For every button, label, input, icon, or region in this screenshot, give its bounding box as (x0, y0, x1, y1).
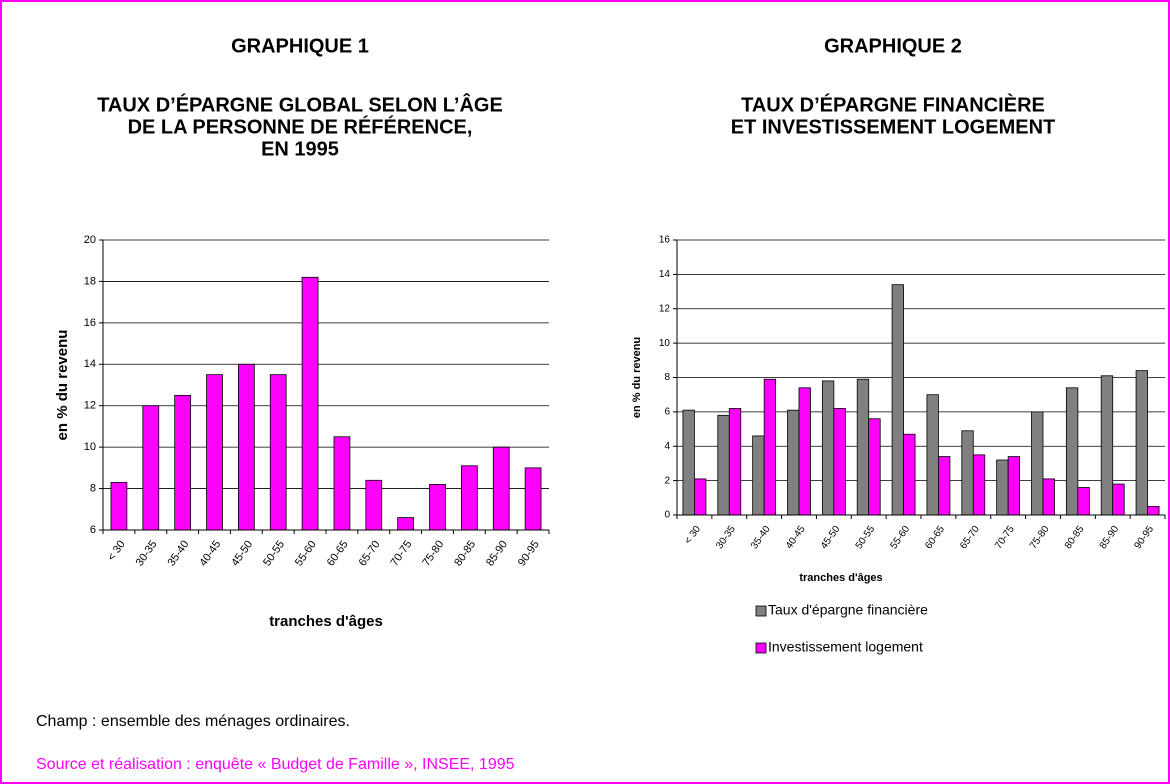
bar (717, 414, 730, 516)
y-tick-label: 14 (659, 269, 671, 280)
bar (110, 481, 128, 531)
bar (429, 484, 446, 531)
bar (856, 378, 870, 516)
bar (787, 409, 800, 516)
bar (206, 374, 223, 531)
chart-heading: GRAPHIQUE 1 (231, 35, 369, 57)
bar (798, 387, 811, 516)
bar (1112, 483, 1125, 516)
bar (891, 284, 904, 516)
chart-title: ET INVESTISSEMENT LOGEMENT (731, 116, 1055, 138)
bar (524, 467, 542, 531)
legend-label: Investissement logement (768, 639, 923, 655)
bar (996, 459, 1009, 516)
y-tick-label: 6 (90, 524, 96, 536)
legend-swatch (755, 642, 767, 654)
bar (492, 446, 510, 531)
bar (961, 430, 974, 516)
y-tick-label: 0 (664, 510, 670, 521)
bar (1135, 370, 1148, 516)
bar (397, 517, 415, 531)
y-tick-label: 10 (84, 441, 96, 453)
y-tick-label: 8 (664, 372, 670, 383)
bar (1147, 506, 1160, 516)
bar (1065, 387, 1079, 516)
y-tick-label: 16 (84, 317, 96, 329)
bar (763, 378, 777, 516)
bar (821, 380, 835, 516)
bar (237, 363, 255, 531)
bar (174, 394, 192, 531)
y-axis-label: en % du revenu (54, 330, 71, 441)
bar (269, 374, 287, 531)
y-tick-label: 16 (659, 235, 671, 246)
note-scope: Champ : ensemble des ménages ordinaires. (36, 713, 350, 730)
bar (938, 456, 951, 516)
chart-heading: GRAPHIQUE 2 (824, 35, 962, 57)
chart-title: DE LA PERSONNE DE RÉFÉRENCE, (128, 115, 473, 138)
bar (833, 408, 846, 516)
bar (1077, 487, 1090, 516)
bar (926, 394, 939, 516)
y-tick-label: 10 (659, 338, 671, 349)
y-tick-label: 14 (84, 358, 96, 370)
bar (694, 478, 707, 516)
x-axis-label: tranches d'âges (269, 613, 383, 630)
bar (460, 465, 478, 531)
y-tick-label: 2 (664, 475, 670, 486)
bar (365, 479, 383, 531)
y-tick-label: 8 (90, 482, 96, 494)
bar (1042, 478, 1055, 516)
chart-title: TAUX D’ÉPARGNE GLOBAL SELON L’ÂGE (97, 92, 503, 116)
bar (301, 276, 319, 531)
bar (868, 418, 881, 516)
bar (1100, 375, 1114, 516)
bar (682, 409, 695, 516)
legend-swatch (755, 605, 767, 617)
chart-title: TAUX D’ÉPARGNE FINANCIÈRE (741, 93, 1045, 116)
bar (728, 408, 742, 516)
y-tick-label: 6 (664, 407, 670, 418)
y-tick-label: 12 (659, 303, 671, 314)
y-axis-label: en % du revenu (631, 337, 643, 418)
bar (142, 405, 160, 531)
bar (972, 454, 986, 516)
note-source: Source et réalisation : enquête « Budget… (36, 756, 515, 773)
bar (752, 435, 765, 516)
y-tick-label: 12 (84, 400, 96, 412)
legend-label: Taux d'épargne financière (768, 602, 928, 618)
bar (903, 433, 916, 516)
y-tick-label: 20 (84, 234, 96, 246)
y-tick-label: 18 (84, 275, 96, 287)
y-tick-label: 4 (664, 441, 670, 452)
bar (1007, 456, 1021, 516)
x-axis-label: tranches d'âges (799, 572, 882, 584)
bar (1031, 411, 1044, 516)
chart-title: EN 1995 (261, 138, 339, 160)
bar (333, 436, 351, 531)
